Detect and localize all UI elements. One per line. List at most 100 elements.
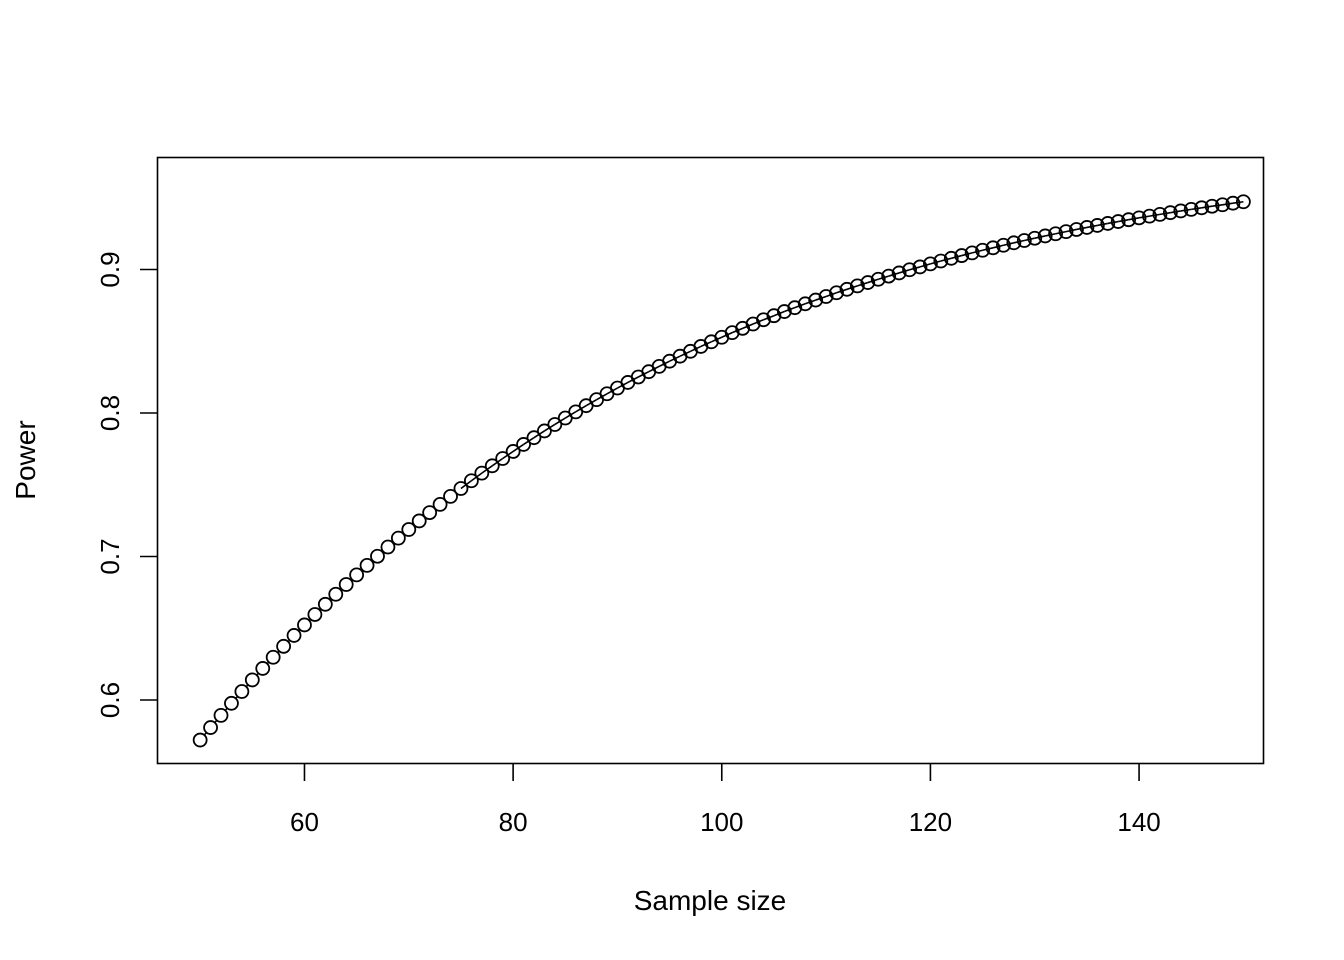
data-point — [401, 522, 417, 537]
series-line-segment — [825, 291, 837, 298]
series-line-segment — [1128, 217, 1140, 221]
data-point — [881, 268, 897, 284]
data-point — [328, 586, 344, 602]
series-line-segment — [1097, 222, 1108, 227]
data-point — [286, 628, 302, 643]
data-point — [1027, 230, 1043, 246]
data-point — [192, 732, 208, 748]
x-tick-label: 140 — [1117, 807, 1160, 837]
data-point — [1142, 208, 1157, 224]
series-line-segment — [1024, 237, 1035, 242]
series-line-segment — [1055, 230, 1067, 235]
series-line-segment — [1086, 224, 1098, 229]
data-point — [943, 250, 959, 266]
data-point — [964, 245, 980, 261]
series-line-segment — [1013, 239, 1025, 244]
y-axis-title: Power — [10, 420, 41, 499]
data-point — [1100, 216, 1116, 231]
data-point — [860, 275, 876, 290]
data-point — [1069, 222, 1084, 237]
series-line-segment — [1065, 228, 1077, 233]
data-point — [1079, 220, 1095, 235]
series-line-segment — [1180, 208, 1192, 212]
data-point — [370, 548, 385, 564]
series-line-segment — [867, 278, 879, 284]
data-point — [1048, 226, 1064, 242]
series-line-segment — [971, 249, 983, 254]
series-line-segment — [1034, 235, 1046, 239]
series-line-segment — [1191, 207, 1202, 211]
data-point — [516, 437, 531, 452]
data-point — [1162, 205, 1178, 221]
data-point — [808, 292, 824, 308]
series-line-segment — [1232, 200, 1244, 204]
data-point — [234, 684, 250, 699]
series-line-segment — [1211, 203, 1223, 208]
series-line-segment — [940, 257, 952, 262]
data-point — [1215, 197, 1230, 213]
data-point — [891, 265, 907, 281]
data-point — [495, 451, 511, 466]
data-point — [422, 505, 438, 520]
series-line-segment — [888, 272, 900, 277]
data-point — [432, 497, 448, 512]
data-point — [1006, 235, 1022, 251]
series-line-segment — [961, 252, 973, 257]
series-line-segment — [930, 260, 942, 265]
data-point — [1089, 218, 1105, 233]
series-line-segment — [857, 281, 869, 287]
series-line-segment — [773, 310, 785, 317]
data-point — [255, 661, 271, 676]
data-point — [776, 304, 792, 319]
x-axis-title: Sample size — [634, 885, 787, 916]
series-line-segment — [1149, 213, 1161, 217]
data-point — [1173, 203, 1189, 219]
series-layer — [192, 194, 1251, 748]
x-axis: 60 80 100 120 140 — [290, 763, 1161, 837]
data-point — [537, 423, 552, 439]
data-point — [1204, 198, 1220, 214]
data-point — [463, 473, 479, 489]
x-tick-label: 80 — [499, 807, 528, 837]
data-point — [1131, 210, 1147, 226]
data-point — [213, 707, 229, 723]
x-tick-label: 100 — [700, 807, 743, 837]
series-line-segment — [1045, 232, 1056, 237]
series-line-segment — [836, 288, 848, 294]
series-line-segment — [1107, 220, 1119, 225]
data-point — [1121, 212, 1137, 228]
data-point — [839, 281, 855, 297]
y-tick-label: 0.8 — [95, 395, 125, 431]
plot-frame — [156, 156, 1265, 765]
series-line-segment — [804, 299, 816, 305]
data-point — [390, 530, 406, 546]
data-point — [1225, 195, 1241, 211]
data-point — [1110, 214, 1126, 229]
data-point — [870, 271, 886, 287]
data-point — [954, 248, 970, 263]
series-line-segment — [898, 269, 910, 274]
data-point — [526, 430, 542, 446]
data-point — [265, 649, 281, 665]
series-line-segment — [1170, 210, 1181, 214]
data-point — [317, 596, 333, 612]
data-point — [380, 539, 396, 555]
series-line-segment — [1159, 211, 1171, 216]
data-point — [338, 577, 354, 592]
data-point — [985, 240, 1001, 256]
data-point — [797, 296, 813, 312]
x-tick-label: 120 — [909, 807, 952, 837]
data-point — [818, 289, 834, 304]
data-point — [996, 237, 1011, 253]
series-line-segment — [1138, 215, 1150, 219]
data-point — [787, 300, 803, 316]
series-line-segment — [846, 285, 858, 291]
data-point — [505, 444, 521, 459]
data-point — [923, 256, 938, 272]
data-point — [349, 567, 365, 583]
data-point — [1037, 228, 1053, 244]
data-point — [933, 253, 949, 269]
data-point — [307, 607, 323, 622]
data-point — [297, 617, 312, 633]
series-line-segment — [815, 295, 827, 301]
